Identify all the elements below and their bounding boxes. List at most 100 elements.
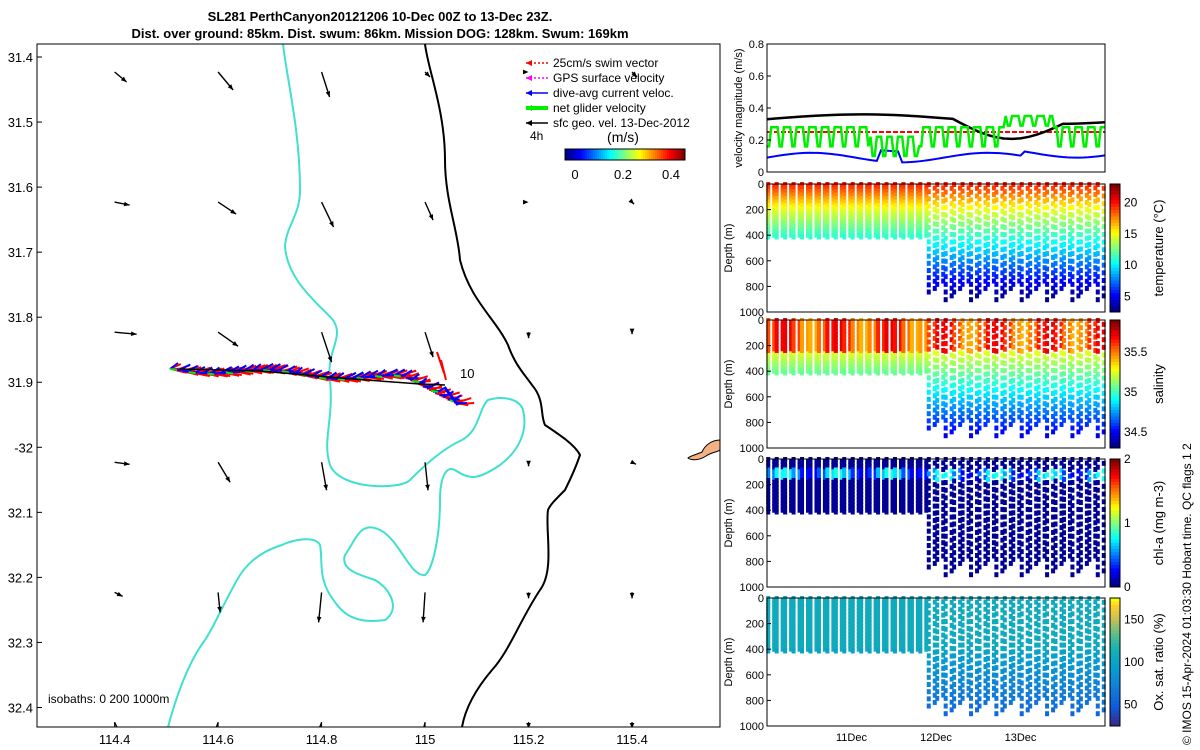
- profile-point: [876, 359, 881, 365]
- profile-point: [901, 349, 906, 355]
- profile-point: [1008, 386, 1013, 392]
- profile-point: [774, 602, 779, 608]
- profile-point: [850, 342, 855, 348]
- profile-point: [848, 469, 853, 475]
- profile-point: [909, 234, 914, 240]
- profile-point: [909, 495, 914, 501]
- profile-point: [882, 201, 887, 207]
- profile-point: [789, 493, 794, 499]
- profile-point: [1019, 464, 1024, 470]
- colorbar-segment: [591, 149, 594, 160]
- profile-point: [848, 194, 853, 200]
- profile-frame-2: [766, 319, 1106, 449]
- profile-point: [977, 382, 982, 388]
- profile-point: [924, 507, 929, 513]
- profile-point: [1067, 251, 1072, 257]
- profile-point: [926, 500, 931, 506]
- profile-point: [1053, 543, 1058, 549]
- profile-point: [825, 627, 830, 633]
- profile-point: [985, 377, 990, 383]
- profile-point: [932, 278, 937, 284]
- profile-point: [1025, 193, 1030, 199]
- profile-point: [918, 209, 923, 215]
- profile-point: [969, 205, 974, 211]
- profile-point: [898, 337, 903, 343]
- profile-point: [806, 208, 811, 214]
- profile-point: [831, 197, 836, 203]
- profile-point: [859, 338, 864, 344]
- profile-point: [876, 363, 881, 369]
- profile-point: [825, 488, 830, 494]
- profile-point: [898, 225, 903, 231]
- profile-point: [876, 188, 881, 194]
- profile-point: [856, 483, 861, 489]
- profile-point: [1042, 218, 1047, 224]
- profile-point: [1017, 271, 1022, 277]
- profile-point: [926, 471, 931, 477]
- profile-point: [825, 460, 830, 466]
- profile-point: [935, 496, 940, 502]
- profile-point: [842, 223, 847, 229]
- profile-point: [882, 639, 887, 645]
- profile-point: [848, 222, 853, 228]
- profile-point: [1093, 506, 1098, 512]
- profile-point: [969, 266, 974, 272]
- profile-point: [1093, 278, 1098, 284]
- profile-point: [1076, 537, 1081, 543]
- profile-point: [859, 627, 864, 633]
- profile-point: [892, 345, 897, 351]
- profile-point: [867, 495, 872, 501]
- profile-point: [797, 333, 802, 339]
- profile-point: [1095, 251, 1100, 257]
- profile-point: [1002, 260, 1007, 266]
- profile-point: [898, 218, 903, 224]
- profile-point: [915, 601, 920, 607]
- profile-point: [975, 360, 980, 366]
- depth-tick-label: 0: [758, 454, 764, 466]
- profile-point: [958, 467, 963, 473]
- profile-point: [907, 639, 912, 645]
- profile-point: [1095, 235, 1100, 241]
- profile-point: [892, 352, 897, 358]
- profile-point: [926, 203, 931, 209]
- profile-point: [1019, 297, 1024, 303]
- profile-point: [1028, 514, 1033, 520]
- profile-point: [1036, 476, 1041, 482]
- profile-colorbar-segment: [1110, 539, 1120, 543]
- profile-point: [935, 248, 940, 254]
- profile-point: [892, 338, 897, 344]
- profile-point: [865, 225, 870, 231]
- profile-point: [1036, 344, 1041, 350]
- profile-point: [932, 421, 937, 427]
- profile-point: [772, 340, 777, 346]
- profile-point: [839, 504, 844, 510]
- colorbar-segment: [641, 149, 644, 160]
- profile-point: [814, 608, 819, 614]
- profile-point: [924, 333, 929, 339]
- profile-point: [935, 241, 940, 247]
- profile-point: [932, 250, 937, 256]
- profile-point: [831, 326, 836, 332]
- profile-point: [941, 466, 946, 472]
- profile-point: [975, 390, 980, 396]
- profile-point: [876, 627, 881, 633]
- profile-point: [876, 342, 881, 348]
- profile-point: [901, 481, 906, 487]
- profile-point: [884, 331, 889, 337]
- profile-point: [909, 220, 914, 226]
- profile-point: [1025, 398, 1030, 404]
- profile-point: [901, 460, 906, 466]
- profile-point: [1042, 231, 1047, 237]
- profile-point: [1019, 348, 1024, 354]
- profile-point: [1017, 278, 1022, 284]
- profile-point: [873, 458, 878, 464]
- profile-point: [949, 460, 954, 466]
- profile-point: [797, 361, 802, 367]
- profile-point: [949, 321, 954, 327]
- profile-point: [892, 502, 897, 508]
- profile-point: [848, 608, 853, 614]
- profile-point: [808, 498, 813, 504]
- profile-point: [977, 353, 982, 359]
- profile-colorbar-segment: [1110, 507, 1120, 511]
- profile-point: [1036, 483, 1041, 489]
